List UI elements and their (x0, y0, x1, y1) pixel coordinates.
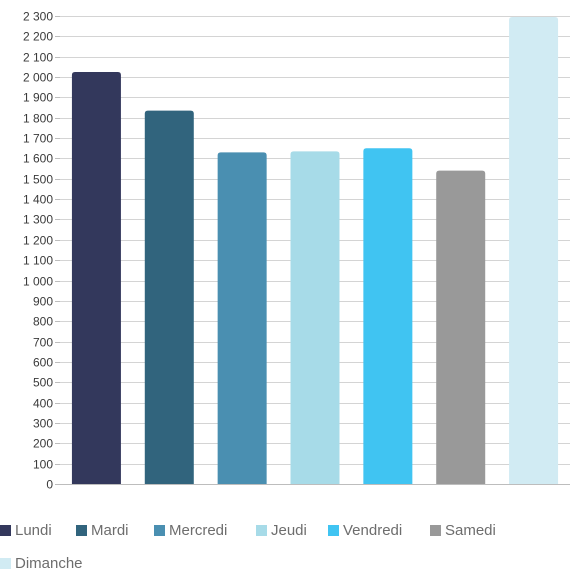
y-tick-label: 800 (33, 315, 53, 329)
legend-item-samedi[interactable]: Samedi (430, 522, 496, 539)
legend-item-lundi[interactable]: Lundi (0, 522, 52, 539)
y-tick-label: 400 (33, 397, 53, 411)
y-tick-label: 1 200 (23, 234, 53, 248)
legend: Lundi Mardi Mercredi Jeudi Vendredi Samedi Dim… (0, 522, 496, 572)
y-tick-label: 1 600 (23, 152, 53, 166)
y-tick-label: 2 200 (23, 30, 53, 44)
y-tick-label: 600 (33, 356, 53, 370)
legend-label: Mardi (91, 522, 129, 539)
legend-item-mercredi[interactable]: Mercredi (154, 522, 227, 539)
bar-jeudi (290, 151, 340, 484)
bar-vendredi (363, 148, 413, 484)
y-tick-label: 1 500 (23, 173, 53, 187)
legend-item-dimanche[interactable]: Dimanche (0, 555, 83, 572)
bar-mercredi (217, 152, 267, 484)
bar-dimanche (509, 17, 559, 484)
legend-label: Samedi (445, 522, 496, 539)
y-tick-label: 2 000 (23, 71, 53, 85)
y-tick-label: 200 (33, 437, 53, 451)
y-tick-label: 2 300 (23, 10, 53, 24)
bar-samedi (436, 170, 486, 484)
bar-mardi (144, 110, 194, 484)
y-tick-label: 300 (33, 417, 53, 431)
y-tick-label: 1 000 (23, 275, 53, 289)
y-tick-label: 2 100 (23, 51, 53, 65)
y-tick-label: 1 800 (23, 112, 53, 126)
legend-label: Mercredi (169, 522, 227, 539)
y-tick-label: 1 400 (23, 193, 53, 207)
legend-swatch (328, 525, 339, 536)
legend-swatch (76, 525, 87, 536)
y-tick-label: 1 700 (23, 132, 53, 146)
legend-swatch (256, 525, 267, 536)
legend-item-vendredi[interactable]: Vendredi (328, 522, 402, 539)
legend-swatch (0, 558, 11, 569)
y-tick-label: 1 900 (23, 91, 53, 105)
legend-label: Jeudi (271, 522, 307, 539)
legend-swatch (154, 525, 165, 536)
legend-item-mardi[interactable]: Mardi (76, 522, 129, 539)
y-tick-label: 900 (33, 295, 53, 309)
legend-item-jeudi[interactable]: Jeudi (256, 522, 307, 539)
y-tick-label: 1 100 (23, 254, 53, 268)
y-tick-label: 0 (46, 478, 53, 492)
y-tick-label: 100 (33, 458, 53, 472)
y-tick-label: 500 (33, 376, 53, 390)
legend-label: Dimanche (15, 555, 83, 572)
bar-lundi (71, 71, 121, 485)
legend-label: Vendredi (343, 522, 402, 539)
legend-swatch (0, 525, 11, 536)
legend-label: Lundi (15, 522, 52, 539)
y-tick-label: 700 (33, 336, 53, 350)
bars (71, 17, 559, 485)
legend-swatch (430, 525, 441, 536)
y-axis-tick-labels: 0 100 200 300 400 500 600 700 800 900 1 000 1 100 1 … (23, 10, 53, 492)
y-tick-label: 1 300 (23, 213, 53, 227)
